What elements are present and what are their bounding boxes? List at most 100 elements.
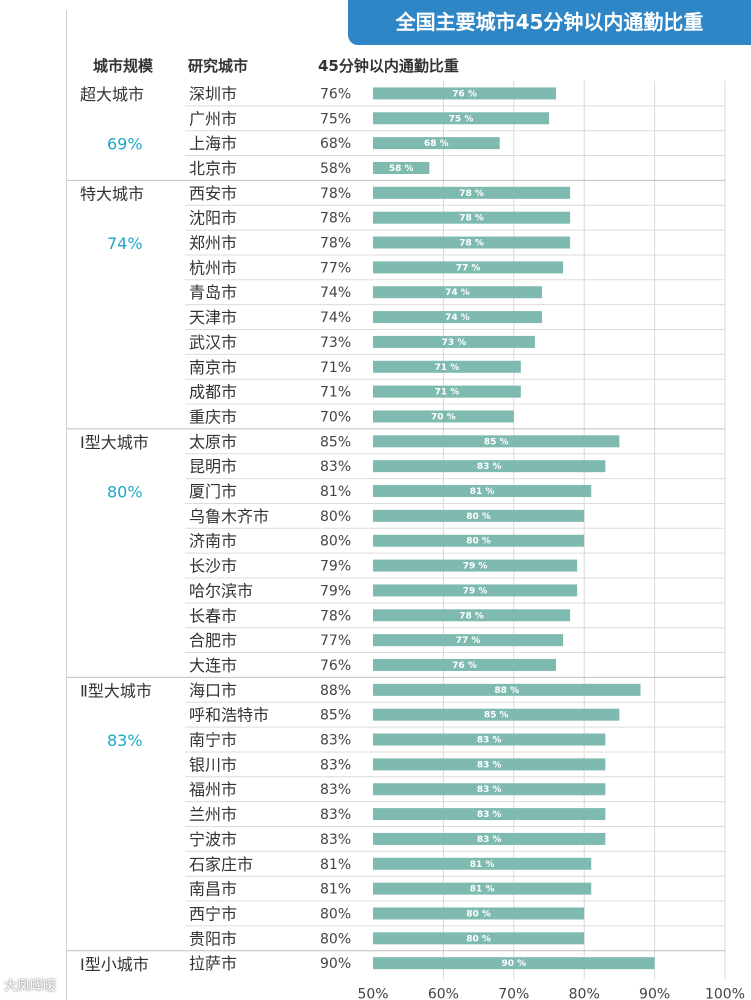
- value-label: 78%: [320, 236, 351, 252]
- value-label: 76%: [320, 86, 351, 102]
- value-label: 85%: [320, 434, 351, 450]
- bar: [373, 634, 564, 647]
- header-scale: 城市规模: [93, 57, 154, 75]
- bar: [373, 534, 585, 547]
- bar-data-label: 78 %: [459, 611, 484, 621]
- city-label: 杭州市: [189, 258, 237, 277]
- group-average: 74%: [107, 234, 143, 253]
- bar-data-label: 77 %: [456, 636, 481, 646]
- group-name: Ⅰ型小城市: [80, 955, 149, 974]
- value-label: 77%: [320, 633, 351, 649]
- city-label: 沈阳市: [189, 209, 237, 228]
- value-label: 71%: [320, 385, 351, 401]
- bar: [373, 236, 571, 249]
- bar: [373, 683, 641, 696]
- value-label: 83%: [320, 782, 351, 798]
- bar-data-label: 85 %: [484, 711, 509, 721]
- city-label: 济南市: [189, 532, 237, 551]
- value-label: 79%: [320, 583, 351, 599]
- city-label: 呼和浩特市: [189, 706, 269, 725]
- value-label: 81%: [320, 857, 351, 873]
- city-label: 南昌市: [189, 880, 237, 899]
- bar: [373, 658, 557, 671]
- value-label: 80%: [320, 534, 351, 550]
- bar: [373, 211, 571, 224]
- city-label: 西安市: [189, 184, 237, 203]
- chart-title: 全国主要城市45分钟以内通勤比重: [348, 0, 751, 45]
- city-label: 重庆市: [189, 407, 237, 426]
- bar: [373, 311, 542, 324]
- bar-data-label: 81 %: [470, 860, 495, 870]
- bar-data-label: 58 %: [389, 164, 414, 174]
- value-label: 88%: [320, 683, 351, 699]
- bar-data-label: 79 %: [463, 586, 488, 596]
- city-label: 长春市: [189, 606, 237, 625]
- value-label: 80%: [320, 509, 351, 525]
- value-label: 83%: [320, 733, 351, 749]
- value-label: 70%: [320, 409, 351, 425]
- value-label: 78%: [320, 186, 351, 202]
- value-label: 83%: [320, 757, 351, 773]
- value-label: 83%: [320, 807, 351, 823]
- header-city: 研究城市: [188, 57, 248, 75]
- bar-data-label: 83 %: [477, 462, 502, 472]
- bar: [373, 708, 620, 721]
- group-name: Ⅰ型大城市: [80, 433, 149, 452]
- group-name: 超大城市: [80, 85, 144, 104]
- bar: [373, 907, 585, 920]
- value-label: 78%: [320, 608, 351, 624]
- bar: [373, 460, 606, 473]
- value-label: 74%: [320, 285, 351, 301]
- value-label: 80%: [320, 931, 351, 947]
- bar-data-label: 83 %: [477, 835, 502, 845]
- value-label: 74%: [320, 310, 351, 326]
- bar-data-label: 78 %: [459, 189, 484, 199]
- bar: [373, 932, 585, 945]
- group-average: 83%: [107, 731, 143, 750]
- x-axis-ticks: 50% 60% 70% 80% 90% 100%: [357, 987, 745, 1000]
- bar: [373, 485, 592, 498]
- bar: [373, 137, 500, 150]
- bar: [373, 286, 542, 299]
- bar: [373, 261, 564, 274]
- grid-lines: [442, 81, 726, 980]
- city-label: 宁波市: [189, 830, 237, 849]
- city-label: 拉萨市: [189, 954, 237, 973]
- bar: [373, 832, 606, 845]
- bar-data-label: 83 %: [477, 785, 502, 795]
- bar-data-label: 74 %: [445, 288, 470, 298]
- bar-data-label: 70 %: [431, 412, 456, 422]
- group-name: 特大城市: [80, 184, 144, 203]
- city-label: 厦门市: [189, 482, 237, 501]
- value-label: 76%: [320, 658, 351, 674]
- bar: [373, 360, 521, 373]
- chart-rows: 超大城市 69% 深圳市 76% 76 % 广州市 75% 75 % 上海市 68% 68 % 北京市…: [67, 84, 725, 974]
- value-label: 78%: [320, 211, 351, 227]
- watermark-text: 大凤晖暖: [4, 979, 57, 994]
- value-label: 68%: [320, 136, 351, 152]
- x-tick-label: 90%: [639, 987, 670, 1000]
- city-label: 贵阳市: [189, 929, 237, 948]
- city-label: 银川市: [189, 755, 237, 774]
- city-label: 青岛市: [189, 283, 237, 302]
- value-label: 83%: [320, 459, 351, 475]
- bar-data-label: 78 %: [459, 214, 484, 224]
- bar-data-label: 71 %: [435, 363, 460, 373]
- bar-data-label: 71 %: [435, 388, 460, 398]
- bar-data-label: 76 %: [452, 661, 477, 671]
- city-label: 昆明市: [189, 457, 237, 476]
- bar-data-label: 83 %: [477, 736, 502, 746]
- bar-data-label: 90 %: [501, 959, 526, 969]
- bar-data-label: 80 %: [466, 512, 491, 522]
- bar: [373, 87, 557, 100]
- bar: [373, 335, 535, 348]
- city-label: 哈尔滨市: [189, 581, 253, 600]
- bar-data-label: 77 %: [456, 263, 481, 273]
- city-label: 郑州市: [189, 234, 237, 253]
- bar: [373, 758, 606, 771]
- x-tick-label: 60%: [428, 987, 459, 1000]
- value-label: 73%: [320, 335, 351, 351]
- bar-data-label: 80 %: [466, 909, 491, 919]
- bar-data-label: 83 %: [477, 810, 502, 820]
- bar: [373, 882, 592, 895]
